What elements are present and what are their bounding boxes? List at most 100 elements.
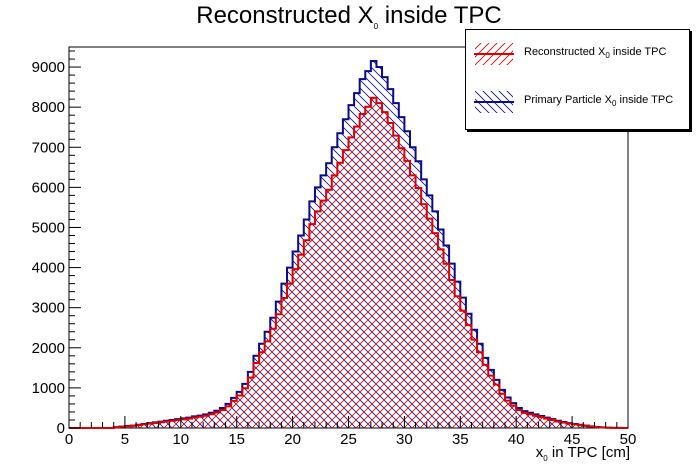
y-tick-label: 1000 <box>32 380 65 397</box>
histogram-bin <box>259 352 265 428</box>
legend-entry-reconstructed: Reconstructed X0 inside TPC <box>474 42 684 66</box>
histogram-bin <box>471 339 478 428</box>
histogram-bin <box>404 160 410 429</box>
histogram-bin <box>376 103 383 428</box>
x-tick-label: 10 <box>172 431 189 448</box>
histogram-bin <box>421 204 427 428</box>
histogram-bin <box>398 148 405 428</box>
histogram-bin <box>415 187 422 428</box>
title-main: Reconstructed X <box>196 2 374 29</box>
histogram-bin <box>409 175 416 428</box>
x-tick-label: 25 <box>340 431 357 448</box>
histogram-bin <box>437 249 444 428</box>
histogram-bin <box>521 412 528 428</box>
histogram-bin <box>449 280 455 428</box>
histogram-bin <box>164 421 170 428</box>
histogram-bin <box>510 405 517 428</box>
x-tick-label: 5 <box>121 431 129 448</box>
legend-swatch-red <box>474 43 514 65</box>
histogram-bin <box>516 409 522 428</box>
histogram-bin <box>370 97 377 428</box>
histogram-bin <box>136 425 142 428</box>
histogram-bin <box>393 135 399 428</box>
histogram-bin <box>555 421 561 428</box>
y-tick-label: 8000 <box>32 99 65 116</box>
histogram-bin <box>225 406 232 428</box>
histogram-bin <box>203 415 209 428</box>
x-tick-label: 35 <box>452 431 469 448</box>
histogram-bin <box>426 218 433 428</box>
y-tick-label: 5000 <box>32 219 65 236</box>
histogram-bin <box>577 425 584 428</box>
histogram-bin <box>477 352 483 428</box>
histogram-bin <box>493 384 500 428</box>
chart-title: Reconstructed X0 inside TPC <box>0 2 698 31</box>
histogram-bin <box>303 240 310 428</box>
histogram-bin <box>538 417 545 428</box>
histogram-bin <box>572 424 578 428</box>
histogram-bin <box>186 418 192 428</box>
x-tick-label: 20 <box>284 431 301 448</box>
histogram-bin <box>191 417 198 428</box>
histogram-bin <box>326 189 332 428</box>
histogram-bin <box>253 363 260 428</box>
histogram-bin <box>505 400 511 428</box>
histogram-bin <box>549 420 556 428</box>
title-tail: inside TPC <box>378 2 502 29</box>
histogram-bin <box>152 422 159 428</box>
y-tick-label: 4000 <box>32 260 65 277</box>
histogram-bin <box>287 283 293 428</box>
y-tick-label: 3000 <box>32 300 65 317</box>
histogram-bin <box>281 298 288 428</box>
histogram-bin <box>387 122 394 428</box>
xlabel-main: x <box>535 444 544 461</box>
histogram-bin <box>242 388 248 428</box>
histogram-bin <box>382 112 388 428</box>
histogram-bin <box>292 269 299 428</box>
histogram-bin <box>454 296 461 428</box>
histogram-bin <box>460 310 466 428</box>
histogram-bin <box>219 409 226 428</box>
histogram-bin <box>180 419 187 428</box>
histogram-bin <box>208 414 215 428</box>
x-tick-label: 45 <box>564 431 581 448</box>
histogram-bin <box>544 418 550 428</box>
histogram-bin <box>169 420 176 428</box>
histogram-bin <box>247 377 254 428</box>
histogram-bin <box>236 395 243 428</box>
histogram-bin <box>465 325 472 428</box>
legend: Reconstructed X0 inside TPC Primary Part… <box>465 29 690 130</box>
y-tick-label: 6000 <box>32 179 65 196</box>
histogram-bin <box>566 423 573 428</box>
x-tick-label: 50 <box>620 431 637 448</box>
histogram-bin <box>231 400 237 428</box>
x-tick-label: 15 <box>228 431 245 448</box>
y-axis: 0 1000 2000 3000 4000 5000 6000 7000 8000 9000 <box>32 50 81 437</box>
histogram-bin <box>583 425 589 428</box>
histogram-bin <box>331 175 338 428</box>
histogram-bin <box>298 254 304 428</box>
histogram-bin <box>320 200 327 428</box>
histogram-bin <box>264 341 271 428</box>
histogram-bin <box>482 364 489 428</box>
histogram-bin <box>354 126 360 428</box>
histogram-bin <box>141 424 148 428</box>
xlabel-tail: in TPC [cm] <box>547 444 630 461</box>
histogram-bin <box>560 422 567 428</box>
xlabel-subscript: 0 <box>543 454 548 463</box>
legend-label-primary: Primary Particle X0 inside TPC <box>524 94 674 109</box>
histogram-bin <box>337 162 343 429</box>
x-tick-label: 30 <box>396 431 413 448</box>
histogram-bin <box>432 233 438 428</box>
histogram-bin <box>130 425 137 428</box>
histogram-bin <box>348 137 355 428</box>
y-tick-label: 7000 <box>32 139 65 156</box>
histogram-bin <box>309 224 315 428</box>
histogram-bin <box>443 263 450 428</box>
title-subscript: 0 <box>373 21 379 31</box>
histogram-bin <box>499 393 506 428</box>
histogram-bin <box>270 328 276 428</box>
histogram-bin <box>275 314 282 428</box>
x-tick-label: 40 <box>508 431 525 448</box>
